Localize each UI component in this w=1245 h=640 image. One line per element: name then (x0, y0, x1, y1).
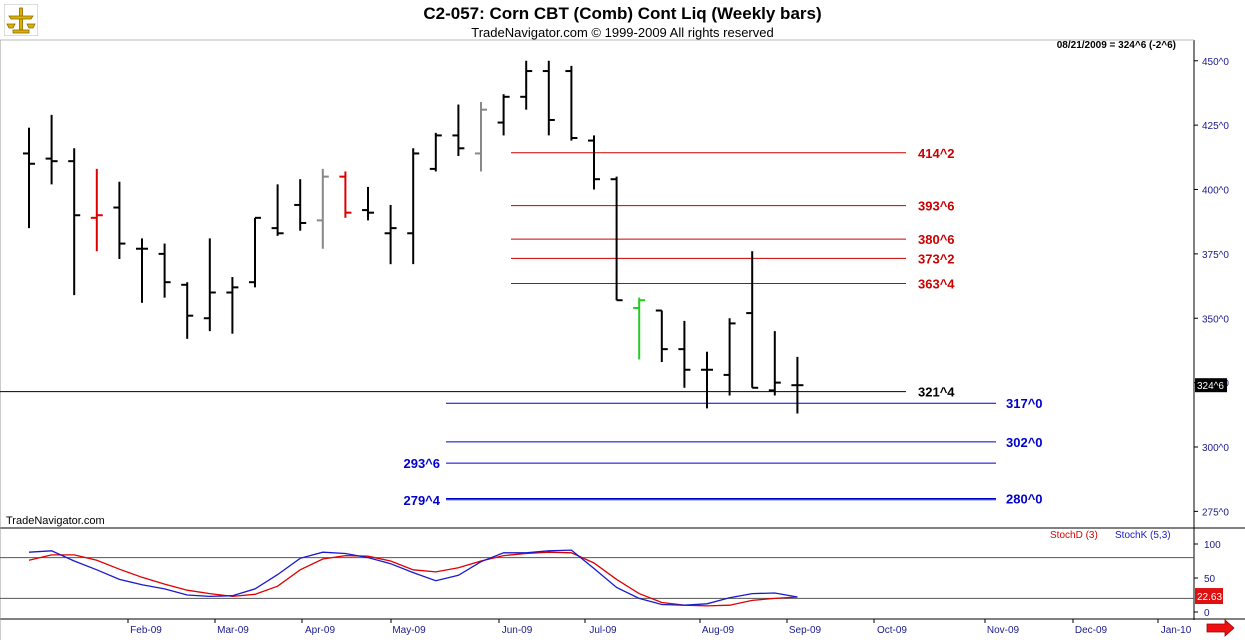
ohlc-bar (633, 297, 646, 360)
level-label: 293^6 (403, 456, 440, 471)
stochastic-panel: 0 50 100 StochD (3) StochK (5,3) 22.63 (0, 530, 1223, 619)
last-price-label: 324^6 (1197, 381, 1224, 392)
level-label: 363^4 (918, 276, 955, 291)
watermark-text: TradeNavigator.com (6, 515, 105, 527)
ohlc-bar (45, 114, 58, 185)
stoch-series-line (28, 549, 798, 606)
ohlc-bar (475, 101, 487, 172)
ohlc-bar (226, 277, 239, 334)
time-tick-label: Aug-09 (702, 625, 735, 636)
price-tick-label: 275^0 (1202, 507, 1229, 518)
time-tick-label: Nov-09 (987, 625, 1020, 636)
stoch-last-label: 22.63 (1197, 592, 1222, 603)
stoch-last-box (1195, 588, 1223, 605)
time-tick-label: Mar-09 (217, 625, 249, 636)
stoch-tick-label: 0 (1204, 608, 1210, 619)
ohlc-bar (158, 243, 171, 298)
time-tick-label: Oct-09 (877, 625, 907, 636)
ohlc-bar (113, 181, 126, 260)
ohlc-bar (203, 238, 216, 332)
stoch-series-line (28, 551, 798, 607)
time-tick-label: Apr-09 (305, 625, 335, 636)
ohlc-bar (136, 238, 148, 303)
ohlc-bar (791, 356, 804, 414)
ohlc-bar (249, 216, 261, 288)
time-axis: Feb-09 Mar-09 Apr-09 May-09 Jun-09 Jul-09 Aug-… (127, 619, 1192, 636)
scroll-right-arrow-icon[interactable] (1206, 619, 1235, 637)
ohlc-bar (384, 204, 397, 265)
ohlc-bar (746, 251, 759, 389)
level-label: 279^4 (403, 493, 440, 508)
ohlc-bar (565, 65, 578, 141)
ohlc-bar (407, 148, 420, 265)
ohlc-bar (588, 135, 600, 190)
price-info-readout: 08/21/2009 = 324^6 (-2^6) (1057, 40, 1176, 51)
trade-navigator-logo-icon (4, 4, 38, 36)
level-label: 414^2 (918, 146, 955, 161)
legend-stoch-d: StochD (3) (1050, 530, 1098, 541)
legend-stoch-k: StochK (5,3) (1115, 530, 1171, 541)
ohlc-bar (655, 309, 668, 363)
level-label: 321^4 (918, 385, 955, 400)
time-tick-label: May-09 (392, 625, 426, 636)
ohlc-bar (452, 104, 465, 157)
level-label: 302^0 (1006, 435, 1043, 450)
time-tick-label: Feb-09 (130, 625, 162, 636)
ohlc-bar (181, 282, 194, 339)
ohlc-bar (497, 94, 510, 136)
price-bars (23, 60, 804, 414)
price-axis: 275^0300^0325^0350^0375^0400^0425^0450^0… (1194, 57, 1229, 518)
ohlc-bar (294, 179, 307, 231)
ohlc-bar (520, 60, 533, 110)
level-label: 280^0 (1006, 492, 1043, 507)
price-tick-label: 400^0 (1202, 186, 1229, 197)
ohlc-bar (339, 171, 352, 218)
price-tick-label: 350^0 (1202, 314, 1229, 325)
chart-subtitle: TradeNavigator.com © 1999-2009 All right… (471, 25, 774, 40)
stoch-tick-label: 50 (1204, 574, 1216, 585)
ohlc-bar (701, 351, 713, 409)
time-tick-label: Jun-09 (502, 625, 533, 636)
ohlc-bar (678, 320, 691, 388)
time-tick-label: Sep-09 (789, 625, 822, 636)
ohlc-bar (768, 331, 781, 396)
price-tick-label: 425^0 (1202, 121, 1229, 132)
ohlc-bar (68, 148, 81, 296)
ohlc-bar (610, 176, 623, 302)
time-tick-label: Dec-09 (1075, 625, 1108, 636)
level-label: 393^6 (918, 199, 955, 214)
price-tick-label: 450^0 (1202, 57, 1229, 68)
chart-frame (0, 39, 1245, 640)
level-label: 317^0 (1006, 396, 1043, 411)
stoch-tick-label: 100 (1204, 540, 1221, 551)
price-tick-label: 375^0 (1202, 250, 1229, 261)
chart-title: C2-057: Corn CBT (Comb) Cont Liq (Weekly… (423, 4, 822, 23)
ohlc-bar (362, 186, 374, 221)
ohlc-bar (23, 127, 35, 229)
ohlc-bar (542, 60, 555, 136)
time-tick-label: Jan-10 (1161, 625, 1192, 636)
time-tick-label: Jul-09 (589, 625, 617, 636)
price-tick-label: 300^0 (1202, 443, 1229, 454)
ohlc-bar (90, 168, 103, 252)
last-price-box (1195, 378, 1227, 393)
ohlc-bar (723, 318, 736, 396)
level-label: 373^2 (918, 251, 955, 266)
ohlc-bar (429, 132, 442, 172)
price-levels: 414^2 393^6 380^6 373^2 363^4 321^4 317^0 302^0… (0, 146, 1043, 508)
level-label: 380^6 (918, 232, 955, 247)
chart-header: C2-057: Corn CBT (Comb) Cont Liq (Weekly… (0, 0, 1245, 40)
ohlc-bar (316, 168, 329, 249)
ohlc-bar (271, 184, 284, 236)
